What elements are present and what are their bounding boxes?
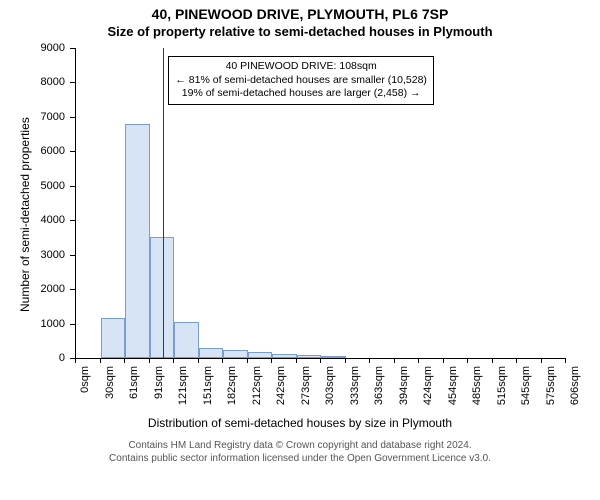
y-tick-label: 3000 xyxy=(0,249,65,261)
histogram-bar xyxy=(223,350,248,358)
x-tick-mark xyxy=(516,358,517,363)
x-tick-mark xyxy=(467,358,468,363)
footer: Contains HM Land Registry data © Crown c… xyxy=(0,440,600,465)
x-tick-mark xyxy=(247,358,248,363)
chart-title-line2: Size of property relative to semi-detach… xyxy=(0,24,600,39)
x-tick-mark xyxy=(541,358,542,363)
x-tick-mark xyxy=(124,358,125,363)
histogram-bar xyxy=(174,322,199,358)
x-tick-label: 575sqm xyxy=(545,366,557,405)
histogram-bar xyxy=(272,354,297,358)
y-tick-label: 8000 xyxy=(0,76,65,88)
y-tick-mark xyxy=(70,117,75,118)
y-tick-label: 9000 xyxy=(0,42,65,54)
x-tick-label: 394sqm xyxy=(398,366,410,405)
x-tick-label: 182sqm xyxy=(226,366,238,405)
y-tick-label: 1000 xyxy=(0,318,65,330)
footer-line2: Contains public sector information licen… xyxy=(0,453,600,466)
x-tick-mark xyxy=(100,358,101,363)
x-tick-mark xyxy=(369,358,370,363)
x-tick-mark xyxy=(296,358,297,363)
x-tick-mark xyxy=(345,358,346,363)
y-tick-mark xyxy=(70,289,75,290)
y-tick-label: 0 xyxy=(0,352,65,364)
y-tick-mark xyxy=(70,82,75,83)
y-tick-mark xyxy=(70,48,75,49)
annotation-line3: 19% of semi-detached houses are larger (… xyxy=(175,87,427,101)
y-tick-label: 5000 xyxy=(0,180,65,192)
x-tick-mark xyxy=(271,358,272,363)
x-tick-mark xyxy=(173,358,174,363)
y-tick-mark xyxy=(70,151,75,152)
x-axis-title: Distribution of semi-detached houses by … xyxy=(0,416,600,430)
x-tick-mark xyxy=(320,358,321,363)
y-tick-mark xyxy=(70,220,75,221)
x-tick-label: 273sqm xyxy=(300,366,312,405)
y-tick-label: 4000 xyxy=(0,214,65,226)
x-tick-mark xyxy=(394,358,395,363)
chart-title-line1: 40, PINEWOOD DRIVE, PLYMOUTH, PL6 7SP xyxy=(0,6,600,22)
x-tick-mark xyxy=(492,358,493,363)
histogram-bar xyxy=(101,318,126,358)
histogram-bar xyxy=(150,237,175,358)
x-tick-mark xyxy=(222,358,223,363)
x-tick-label: 485sqm xyxy=(471,366,483,405)
annotation-line1: 40 PINEWOOD DRIVE: 108sqm xyxy=(175,60,427,74)
histogram-bar xyxy=(297,355,322,358)
histogram-bar xyxy=(248,352,273,358)
x-tick-label: 30sqm xyxy=(104,366,116,399)
x-tick-label: 515sqm xyxy=(496,366,508,405)
histogram-bar xyxy=(199,348,224,358)
footer-line1: Contains HM Land Registry data © Crown c… xyxy=(0,440,600,453)
x-tick-label: 91sqm xyxy=(153,366,165,399)
y-tick-label: 6000 xyxy=(0,145,65,157)
y-tick-label: 2000 xyxy=(0,283,65,295)
x-tick-label: 212sqm xyxy=(251,366,263,405)
y-tick-mark xyxy=(70,186,75,187)
x-tick-label: 454sqm xyxy=(447,366,459,405)
x-tick-label: 333sqm xyxy=(349,366,361,405)
x-tick-mark xyxy=(75,358,76,363)
histogram-bar xyxy=(125,124,150,358)
annotation-line2: ← 81% of semi-detached houses are smalle… xyxy=(175,74,427,88)
x-tick-label: 242sqm xyxy=(275,366,287,405)
x-tick-label: 61sqm xyxy=(128,366,140,399)
x-tick-mark xyxy=(443,358,444,363)
y-tick-label: 7000 xyxy=(0,111,65,123)
histogram-bar xyxy=(321,356,346,358)
x-tick-label: 606sqm xyxy=(569,366,581,405)
chart-container: 40, PINEWOOD DRIVE, PLYMOUTH, PL6 7SP Si… xyxy=(0,0,600,500)
x-tick-mark xyxy=(565,358,566,363)
x-tick-mark xyxy=(198,358,199,363)
y-tick-mark xyxy=(70,255,75,256)
x-tick-label: 545sqm xyxy=(520,366,532,405)
x-tick-label: 121sqm xyxy=(177,366,189,405)
x-tick-label: 424sqm xyxy=(422,366,434,405)
marker-line xyxy=(163,48,164,358)
x-tick-label: 303sqm xyxy=(324,366,336,405)
y-tick-mark xyxy=(70,324,75,325)
x-tick-label: 0sqm xyxy=(79,366,91,393)
x-tick-mark xyxy=(149,358,150,363)
x-tick-label: 363sqm xyxy=(373,366,385,405)
x-tick-mark xyxy=(418,358,419,363)
x-tick-label: 151sqm xyxy=(202,366,214,405)
annotation-box: 40 PINEWOOD DRIVE: 108sqm ← 81% of semi-… xyxy=(168,56,434,105)
